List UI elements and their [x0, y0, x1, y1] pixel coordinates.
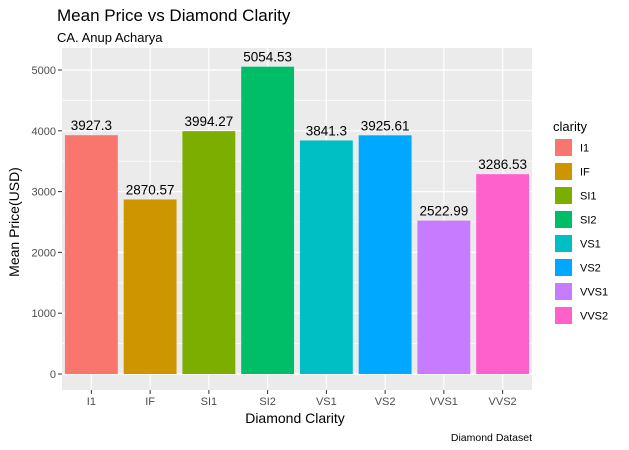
- bar-value-label: 3994.27: [184, 114, 233, 129]
- x-tick-label: SI1: [201, 396, 218, 408]
- legend-label: SI1: [580, 191, 597, 203]
- y-axis-title: Mean Price(USD): [6, 167, 22, 277]
- x-tick-label: I1: [87, 396, 96, 408]
- legend-key-vs1: [555, 235, 572, 252]
- y-tick-label: 0: [50, 369, 56, 381]
- legend-label: VVS2: [580, 311, 608, 323]
- y-tick-label: 4000: [32, 126, 56, 138]
- legend-label: VVS1: [580, 287, 608, 299]
- bar-labels-group: 3927.3 2870.57 3994.27 5054.53 3841.3 3925.61…: [71, 50, 527, 219]
- legend-label: SI2: [580, 215, 597, 227]
- x-tick-label: VS1: [316, 396, 337, 408]
- legend-key-if: [555, 163, 572, 180]
- legend-label: VS2: [580, 263, 601, 275]
- x-tick-label: VVS1: [430, 396, 458, 408]
- y-tick-label: 5000: [32, 65, 56, 77]
- legend-key-vvs1: [555, 283, 572, 300]
- bar-si2: [241, 66, 295, 375]
- legend-label: VS1: [580, 239, 601, 251]
- x-tick-label: VS2: [375, 396, 396, 408]
- legend-key-vs2: [555, 259, 572, 276]
- bar-value-label: 3841.3: [306, 123, 347, 138]
- legend-key-si1: [555, 187, 572, 204]
- bar-vs1: [299, 140, 353, 374]
- bar-value-label: 2870.57: [126, 182, 175, 197]
- bar-vs2: [358, 135, 412, 374]
- bar-si1: [182, 131, 236, 374]
- legend-key-i1: [555, 139, 572, 156]
- y-axis: 0 1000 2000 3000 4000 5000: [32, 65, 62, 381]
- y-tick-label: 1000: [32, 308, 56, 320]
- bar-vvs1: [417, 220, 471, 374]
- legend-key-si2: [555, 211, 572, 228]
- bar-if: [123, 199, 177, 374]
- bar-vvs2: [476, 174, 530, 374]
- x-axis: I1 IF SI1 SI2 VS1 VS2 VVS1 VVS2: [87, 390, 517, 408]
- legend-label: I1: [580, 143, 589, 155]
- legend: clarity I1 IF SI1 SI2 VS1 VS2 VVS1 VVS2: [553, 119, 608, 324]
- y-tick-label: 3000: [32, 187, 56, 199]
- x-tick-label: SI2: [259, 396, 276, 408]
- x-axis-title: Diamond Clarity: [245, 410, 345, 426]
- x-tick-label: IF: [145, 396, 155, 408]
- legend-label: IF: [580, 167, 590, 179]
- bar-value-label: 3286.53: [478, 157, 527, 172]
- legend-title: clarity: [553, 119, 587, 134]
- chart-caption: Diamond Dataset: [451, 432, 532, 444]
- bar-value-label: 5054.53: [243, 50, 292, 65]
- x-tick-label: VVS2: [489, 396, 517, 408]
- y-tick-label: 2000: [32, 247, 56, 259]
- bar-value-label: 3927.3: [71, 118, 112, 133]
- bar-i1: [64, 135, 118, 374]
- bars-group: [64, 66, 530, 375]
- chart-subtitle: CA. Anup Acharya: [57, 30, 163, 45]
- bar-value-label: 3925.61: [361, 118, 410, 133]
- chart-title: Mean Price vs Diamond Clarity: [57, 6, 291, 25]
- bar-value-label: 2522.99: [419, 204, 468, 219]
- legend-key-vvs2: [555, 307, 572, 324]
